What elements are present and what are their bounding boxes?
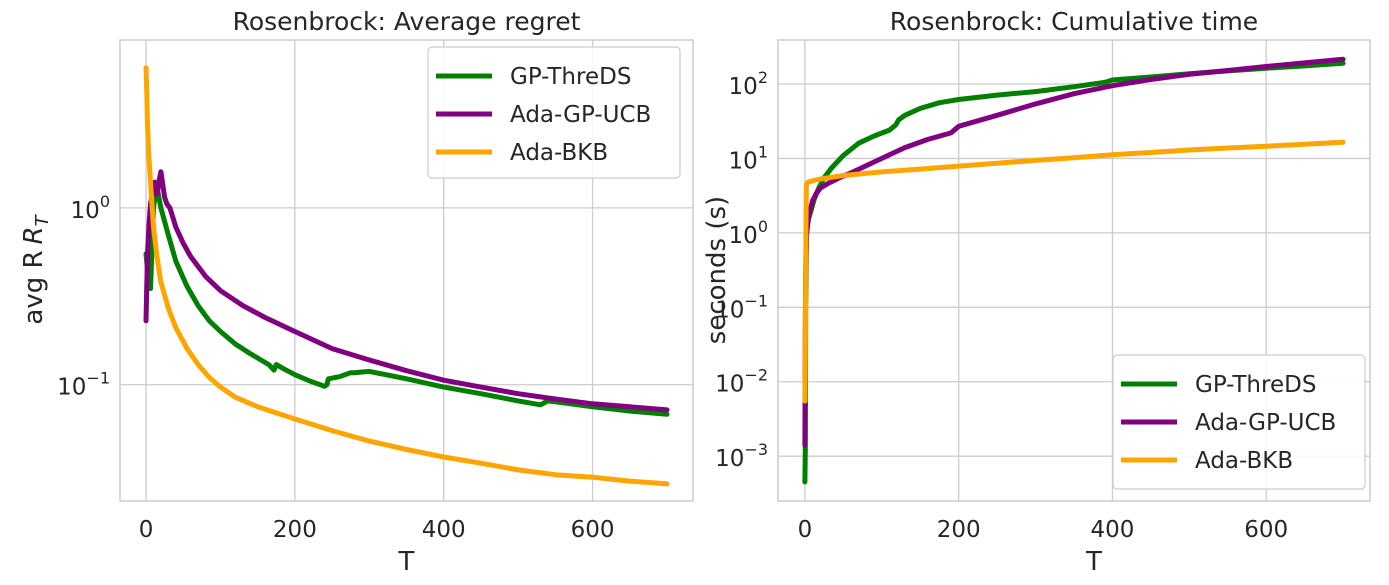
series-line-ada-gp-ucb — [143, 169, 670, 413]
y-tick-label: 101 — [729, 142, 768, 174]
legend-label-ada-gp-ucb: Ada-GP-UCB — [510, 102, 651, 128]
y-tick-label: 10−1 — [57, 369, 110, 401]
legend-box — [427, 46, 681, 179]
series-line-ada-gp-ucb — [802, 56, 1346, 448]
legend-label-ada-bkb: Ada-BKB — [510, 140, 608, 166]
y-axis-label: avg R RT — [19, 213, 53, 324]
series-line-ada-bkb — [143, 65, 670, 487]
series-line-ada-bkb — [802, 139, 1346, 404]
y-tick-label: 100 — [71, 192, 110, 224]
series-lines — [802, 56, 1346, 485]
x-tick-label: 200 — [273, 517, 317, 543]
y-tick-labels: 102 101 100 10−1 10−2 10−3 — [715, 68, 768, 472]
chart-title: Rosenbrock: Cumulative time — [890, 7, 1258, 36]
x-tick-labels: 0 200 400 600 — [139, 517, 615, 543]
y-axis-label-subscript: T — [32, 213, 53, 226]
plot-frame — [777, 39, 1371, 502]
y-axis-label-r: R — [19, 226, 49, 244]
x-tick-label: 600 — [1244, 517, 1288, 543]
x-tick-label: 400 — [422, 517, 466, 543]
y-tick-label: 10−3 — [715, 440, 768, 472]
y-tick-label: 10−2 — [715, 366, 768, 398]
y-axis-label-main: avg R — [19, 250, 49, 324]
plot-frame — [119, 39, 694, 502]
time-chart: 0 200 400 600 102 101 100 10−1 10−2 10−3 Rosenbr… — [702, 7, 1371, 577]
x-axis-label: T — [398, 547, 415, 577]
y-tick-labels: 100 10−1 — [57, 192, 110, 401]
x-axis-label: T — [1085, 547, 1102, 577]
legend: GP-ThreDS Ada-GP-UCB Ada-BKB — [1112, 354, 1366, 490]
legend-label-gp-threds: GP-ThreDS — [1195, 372, 1316, 398]
legend: GP-ThreDS Ada-GP-UCB Ada-BKB — [427, 46, 681, 179]
y-tick-label: 100 — [729, 217, 768, 249]
x-tick-label: 200 — [937, 517, 981, 543]
y-tick-label: 10−1 — [715, 291, 768, 323]
legend-label-gp-threds: GP-ThreDS — [510, 64, 631, 90]
chart-title: Rosenbrock: Average regret — [233, 7, 581, 36]
x-tick-label: 0 — [798, 517, 813, 543]
x-tick-labels: 0 200 400 600 — [798, 517, 1289, 543]
legend-box — [1112, 354, 1366, 490]
y-axis-label: seconds (s) — [702, 196, 732, 344]
legend-label-ada-bkb: Ada-BKB — [1195, 448, 1293, 474]
regret-chart: 0 200 400 600 100 10−1 Rosenbrock: Average r… — [19, 7, 694, 577]
y-tick-label: 102 — [729, 68, 768, 100]
legend-label-ada-gp-ucb: Ada-GP-UCB — [1195, 410, 1336, 436]
series-line-gp-threds — [143, 182, 670, 417]
x-tick-label: 0 — [139, 517, 154, 543]
x-tick-label: 600 — [571, 517, 615, 543]
series-lines — [143, 65, 670, 487]
x-tick-label: 400 — [1090, 517, 1134, 543]
